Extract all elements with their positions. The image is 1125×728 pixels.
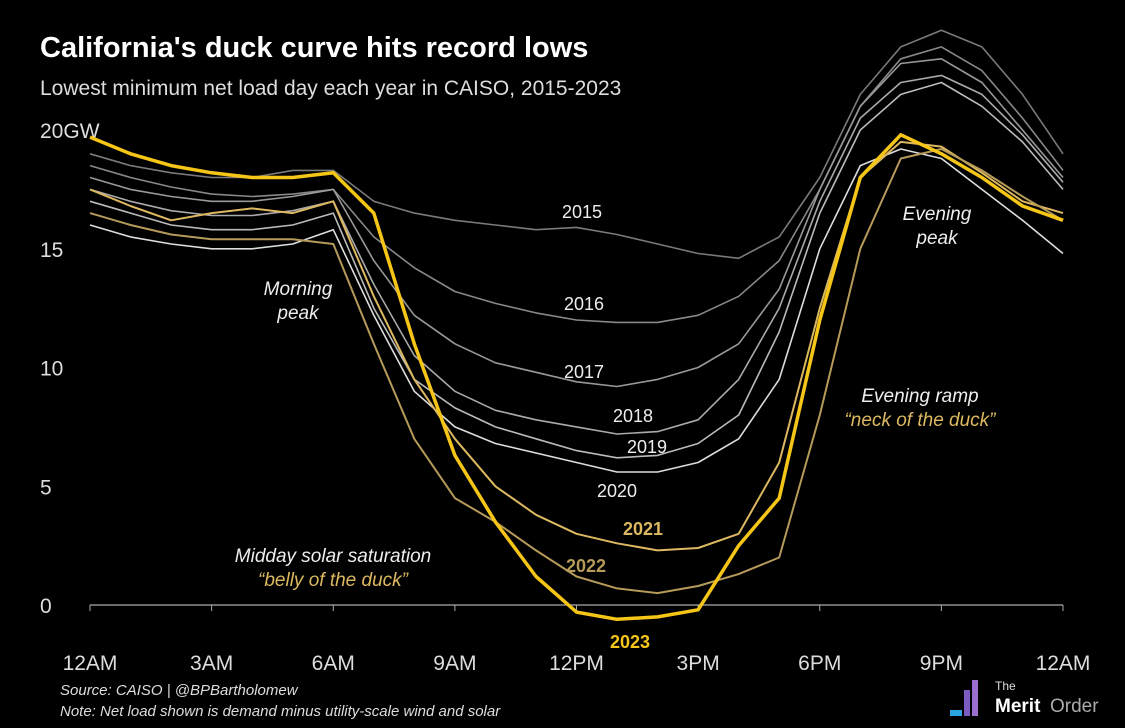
series-line (89, 140, 1064, 552)
annotation: “belly of the duck” (258, 570, 410, 591)
annotation: peak (915, 228, 959, 249)
y-tick-label: 10 (40, 358, 63, 381)
series-line (89, 46, 1064, 324)
x-tick-label: 12AM (1036, 652, 1091, 675)
note: Note: Net load shown is demand minus uti… (60, 703, 501, 720)
x-tick-label: 9PM (920, 652, 963, 675)
annotation: peak (276, 303, 320, 324)
source: Source: CAISO | @BPBartholomew (60, 682, 299, 699)
series-label: 2023 (610, 632, 650, 652)
series-line (89, 74, 1064, 435)
y-tick-label: 0 (40, 595, 52, 618)
annotation: Midday solar saturation (235, 546, 431, 567)
series-label: 2017 (564, 362, 604, 382)
series-line (89, 148, 1064, 595)
series-label: 2016 (564, 294, 604, 314)
series-line (89, 81, 1064, 459)
series-label: 2020 (597, 481, 637, 501)
annotation: Evening (903, 204, 972, 225)
annotation: Evening ramp (861, 386, 978, 407)
y-tick-label: 20GW (40, 120, 100, 143)
series-label: 2019 (627, 437, 667, 457)
logo-mark (964, 690, 970, 716)
series-label: 2015 (562, 202, 602, 222)
y-tick-label: 15 (40, 239, 63, 262)
logo-text: The (995, 679, 1016, 693)
logo-mark (972, 680, 978, 716)
y-tick-label: 5 (40, 476, 52, 499)
series-line (89, 148, 1064, 473)
x-tick-label: 12PM (549, 652, 604, 675)
chart-title: California's duck curve hits record lows (40, 32, 588, 64)
series-label: 2018 (613, 406, 653, 426)
logo-text: Order (1050, 696, 1099, 717)
logo-mark (950, 710, 962, 716)
series-label: 2021 (623, 519, 663, 539)
x-tick-label: 3PM (677, 652, 720, 675)
x-tick-label: 3AM (190, 652, 233, 675)
x-tick-label: 6AM (312, 652, 355, 675)
annotation: Morning (264, 279, 333, 300)
logo-text: Merit (995, 696, 1041, 717)
series-line (89, 58, 1064, 388)
series-label: 2022 (566, 556, 606, 576)
chart-subtitle: Lowest minimum net load day each year in… (40, 77, 621, 100)
annotation: “neck of the duck” (844, 410, 997, 431)
x-tick-label: 12AM (63, 652, 118, 675)
x-tick-label: 9AM (433, 652, 476, 675)
series-line (89, 133, 1064, 622)
x-tick-label: 6PM (798, 652, 841, 675)
